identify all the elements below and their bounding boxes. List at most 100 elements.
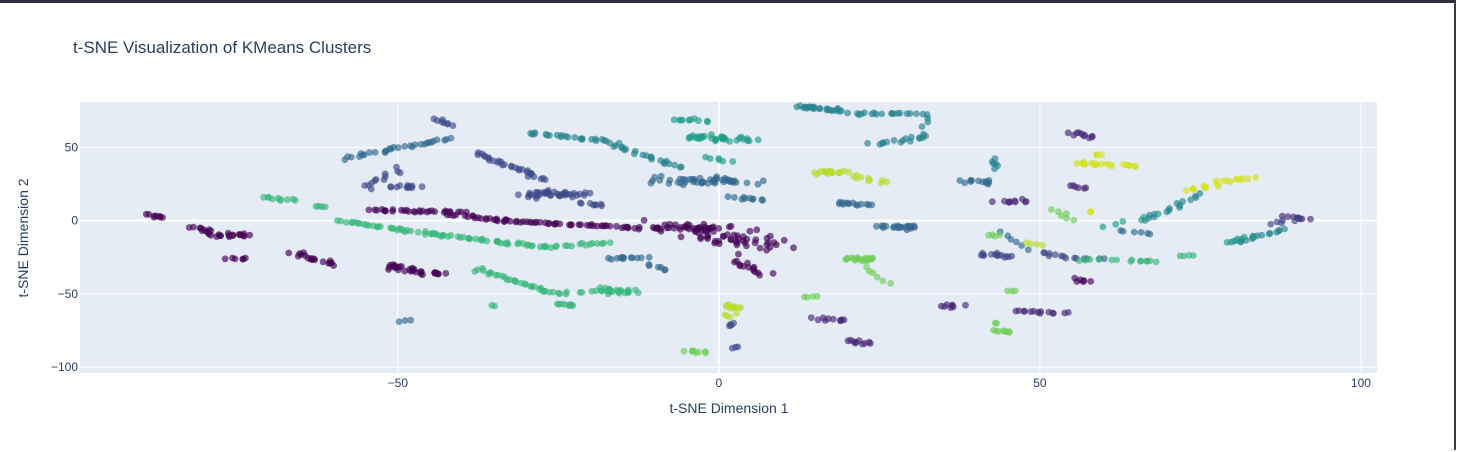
data-point	[569, 193, 576, 201]
data-point	[735, 304, 743, 312]
data-point	[749, 196, 757, 203]
data-point	[873, 273, 881, 281]
data-point	[283, 196, 291, 204]
data-point	[688, 175, 696, 183]
data-point	[1265, 230, 1273, 238]
data-point	[733, 239, 741, 247]
data-point	[1119, 228, 1127, 235]
data-point	[1192, 194, 1200, 202]
cluster-8-points	[721, 167, 1046, 321]
x-tick-label: −50	[388, 376, 409, 390]
data-point	[529, 242, 536, 250]
data-point	[754, 136, 762, 144]
data-point	[418, 183, 426, 191]
data-point	[1051, 251, 1059, 259]
data-point	[1284, 213, 1292, 221]
data-point	[1024, 246, 1032, 254]
data-point	[528, 130, 536, 138]
data-point	[1070, 216, 1078, 224]
data-point	[285, 249, 293, 257]
data-point	[401, 143, 409, 150]
data-point	[661, 221, 669, 229]
data-point	[753, 226, 761, 234]
data-points	[142, 102, 1314, 357]
data-point	[405, 208, 412, 215]
data-point	[857, 257, 865, 264]
data-point	[645, 262, 653, 270]
data-point	[373, 206, 381, 214]
data-point	[533, 195, 540, 202]
cluster-6-points	[260, 193, 1197, 310]
data-point	[411, 141, 419, 149]
data-point	[1062, 254, 1070, 262]
data-point	[347, 153, 355, 161]
data-point	[737, 133, 745, 141]
data-point	[450, 212, 457, 220]
data-point	[920, 130, 927, 138]
data-point	[637, 254, 645, 262]
data-point	[1033, 240, 1041, 248]
data-point	[977, 251, 985, 259]
data-point	[1082, 161, 1089, 168]
data-point	[1036, 309, 1044, 317]
data-point	[432, 269, 440, 276]
data-point	[610, 143, 618, 151]
data-point	[686, 116, 694, 124]
data-point	[736, 262, 744, 270]
data-point	[883, 138, 891, 146]
data-point	[599, 222, 607, 230]
data-point	[671, 161, 679, 169]
data-point	[606, 239, 614, 247]
cluster-2-points	[361, 115, 1302, 352]
data-point	[357, 150, 365, 158]
data-point	[294, 252, 302, 260]
data-point	[205, 230, 213, 238]
data-point	[1233, 235, 1241, 243]
data-point	[1008, 252, 1015, 260]
y-tick-label: 50	[65, 140, 79, 154]
y-axis-title: t-SNE Dimension 2	[15, 178, 31, 297]
data-point	[1244, 175, 1252, 183]
data-point	[1200, 182, 1208, 190]
data-point	[867, 254, 874, 262]
data-point	[524, 173, 532, 180]
data-point	[592, 201, 600, 209]
data-point	[1189, 185, 1197, 193]
data-point	[377, 223, 384, 230]
data-point	[743, 242, 750, 250]
data-point	[905, 223, 913, 231]
data-point	[395, 318, 403, 325]
data-point	[731, 194, 738, 201]
data-point	[887, 280, 894, 287]
data-point	[731, 258, 738, 266]
data-point	[577, 200, 585, 207]
data-point	[851, 256, 859, 264]
data-point	[734, 343, 742, 351]
cluster-3-points	[341, 134, 1154, 325]
data-point	[1050, 309, 1057, 317]
data-point	[687, 133, 694, 141]
data-point	[526, 189, 534, 197]
data-point	[719, 157, 727, 165]
data-point	[459, 233, 467, 241]
data-point	[381, 170, 389, 178]
data-point	[277, 197, 284, 205]
data-point	[530, 173, 538, 181]
data-point	[433, 136, 441, 144]
data-point	[858, 110, 865, 118]
data-point	[902, 135, 909, 143]
data-point	[1015, 307, 1023, 314]
data-point	[1163, 208, 1171, 216]
data-point	[1252, 174, 1260, 182]
data-point	[1080, 185, 1088, 192]
data-point	[1022, 198, 1029, 206]
data-point	[676, 164, 684, 171]
data-point	[649, 224, 657, 231]
data-point	[756, 244, 764, 252]
data-point	[793, 103, 801, 111]
data-point	[571, 134, 579, 141]
data-point	[389, 206, 397, 213]
data-point	[1005, 199, 1013, 206]
data-point	[879, 224, 887, 232]
